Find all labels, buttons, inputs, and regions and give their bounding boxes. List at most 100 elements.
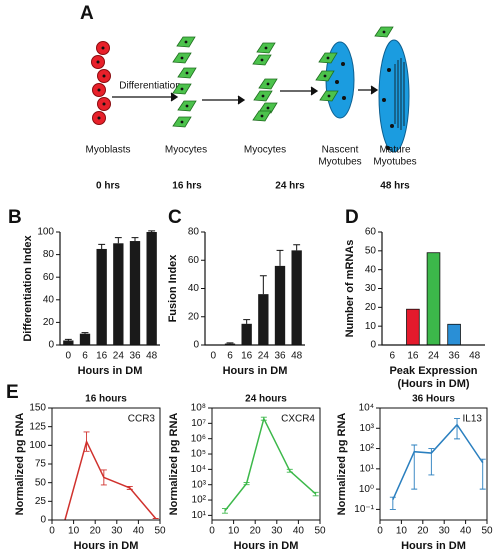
bar <box>224 343 236 345</box>
x-axis-label: Hours in DM <box>234 540 299 552</box>
x-axis-label: (Hours in DM) <box>397 378 469 390</box>
x-tick-label: 36 <box>449 351 461 362</box>
stage-label: Myotubes <box>373 157 416 168</box>
error-bar <box>276 249 284 266</box>
error-bar <box>64 338 72 341</box>
error-bar <box>293 244 301 251</box>
x-axis-label: Hours in DM <box>401 540 466 552</box>
axes <box>204 232 305 346</box>
nucleus <box>390 124 394 128</box>
arrows <box>112 85 379 105</box>
stage-time: 24 hrs <box>275 181 305 192</box>
nucleus <box>382 30 386 34</box>
x-tick-label: 16 <box>407 351 419 362</box>
nucleus <box>326 56 330 60</box>
line <box>224 416 317 512</box>
nucleus <box>102 102 106 106</box>
axes <box>59 232 160 346</box>
line <box>64 439 157 521</box>
y-axis-label: Fusion Index <box>167 254 179 323</box>
x-tick-label: 36 <box>274 351 286 362</box>
y-tick-label: 0 <box>370 340 376 351</box>
x-tick-label: 30 <box>271 526 283 537</box>
nucleus <box>185 71 189 75</box>
nucleus <box>264 46 268 50</box>
x-tick-label: 40 <box>293 526 305 537</box>
panel-letter: C <box>168 207 182 228</box>
y-tick-label: 80 <box>188 227 200 238</box>
y-tick-label: 40 <box>43 294 55 305</box>
y-tick-label: 50 <box>35 477 47 488</box>
nucleus <box>386 146 390 150</box>
x-tick-label: 10 <box>396 526 408 537</box>
x-tick-label: 50 <box>481 526 493 537</box>
bar <box>426 252 441 346</box>
x-tick-label: 30 <box>111 526 123 537</box>
nucleus <box>260 114 264 118</box>
y-tick-label: 10⁰ <box>359 484 374 495</box>
arrow-label: Differentiation <box>119 81 181 92</box>
x-tick-label: 0 <box>49 526 55 537</box>
cells <box>91 26 394 150</box>
y-tick-label: 20 <box>365 302 377 313</box>
bar <box>113 243 124 345</box>
stage-time: 0 hrs <box>96 181 120 192</box>
x-tick-label: 40 <box>133 526 145 537</box>
y-tick-label: 10³ <box>192 479 207 490</box>
error-bar <box>83 431 90 452</box>
y-tick-label: 0 <box>48 340 54 351</box>
x-tick-label: 48 <box>469 351 481 362</box>
error-bar <box>454 418 461 440</box>
chart-title: 36 Hours <box>412 394 455 405</box>
nucleus <box>180 87 184 91</box>
bar <box>146 232 157 345</box>
y-tick-label: 150 <box>29 403 46 414</box>
error-bar <box>114 237 122 244</box>
error-bar <box>126 485 133 490</box>
stage-label: Myotubes <box>318 157 361 168</box>
y-tick-label: 10² <box>192 495 207 506</box>
mature-myotube <box>378 39 410 153</box>
y-tick-label: 100 <box>29 440 46 451</box>
y-tick-label: 60 <box>188 255 200 266</box>
x-axis-label: Hours in DM <box>74 540 139 552</box>
stage-label: Myoblasts <box>85 145 130 156</box>
y-tick-label: 10¹ <box>192 510 207 521</box>
nucleus <box>382 98 386 102</box>
frame <box>211 407 321 521</box>
y-tick-label: 10³ <box>360 423 375 434</box>
nucleus <box>96 60 100 64</box>
y-axis-label: Number of mRNAs <box>344 240 356 338</box>
y-tick-label: 20 <box>188 311 200 322</box>
annotation: IL13 <box>463 414 483 425</box>
y-axis-label: Normalized pg RNA <box>336 413 348 516</box>
x-tick-label: 24 <box>258 351 270 362</box>
y-tick-label: 60 <box>43 272 55 283</box>
nucleus <box>185 104 189 108</box>
x-tick-label: 24 <box>113 351 125 362</box>
bar <box>63 340 74 345</box>
y-axis-label: Differentiation Index <box>22 234 34 341</box>
chart-title: 24 hours <box>245 394 287 405</box>
error-bar <box>226 342 234 344</box>
stage-label: Myocytes <box>165 145 207 156</box>
bar <box>258 294 269 345</box>
error-bar <box>243 319 251 324</box>
annotation: CCR3 <box>128 414 156 425</box>
y-tick-label: 10 <box>365 321 377 332</box>
x-tick-label: 20 <box>417 526 429 537</box>
x-tick-label: 24 <box>428 351 440 362</box>
nucleus <box>342 96 346 100</box>
nucleus <box>97 116 101 120</box>
x-tick-label: 20 <box>90 526 102 537</box>
y-tick-label: 40 <box>188 283 200 294</box>
error-bar <box>389 496 396 510</box>
y-axis-label: Normalized pg RNA <box>168 413 180 516</box>
y-tick-label: 125 <box>29 421 46 432</box>
x-tick-label: 16 <box>241 351 253 362</box>
nucleus <box>102 74 106 78</box>
